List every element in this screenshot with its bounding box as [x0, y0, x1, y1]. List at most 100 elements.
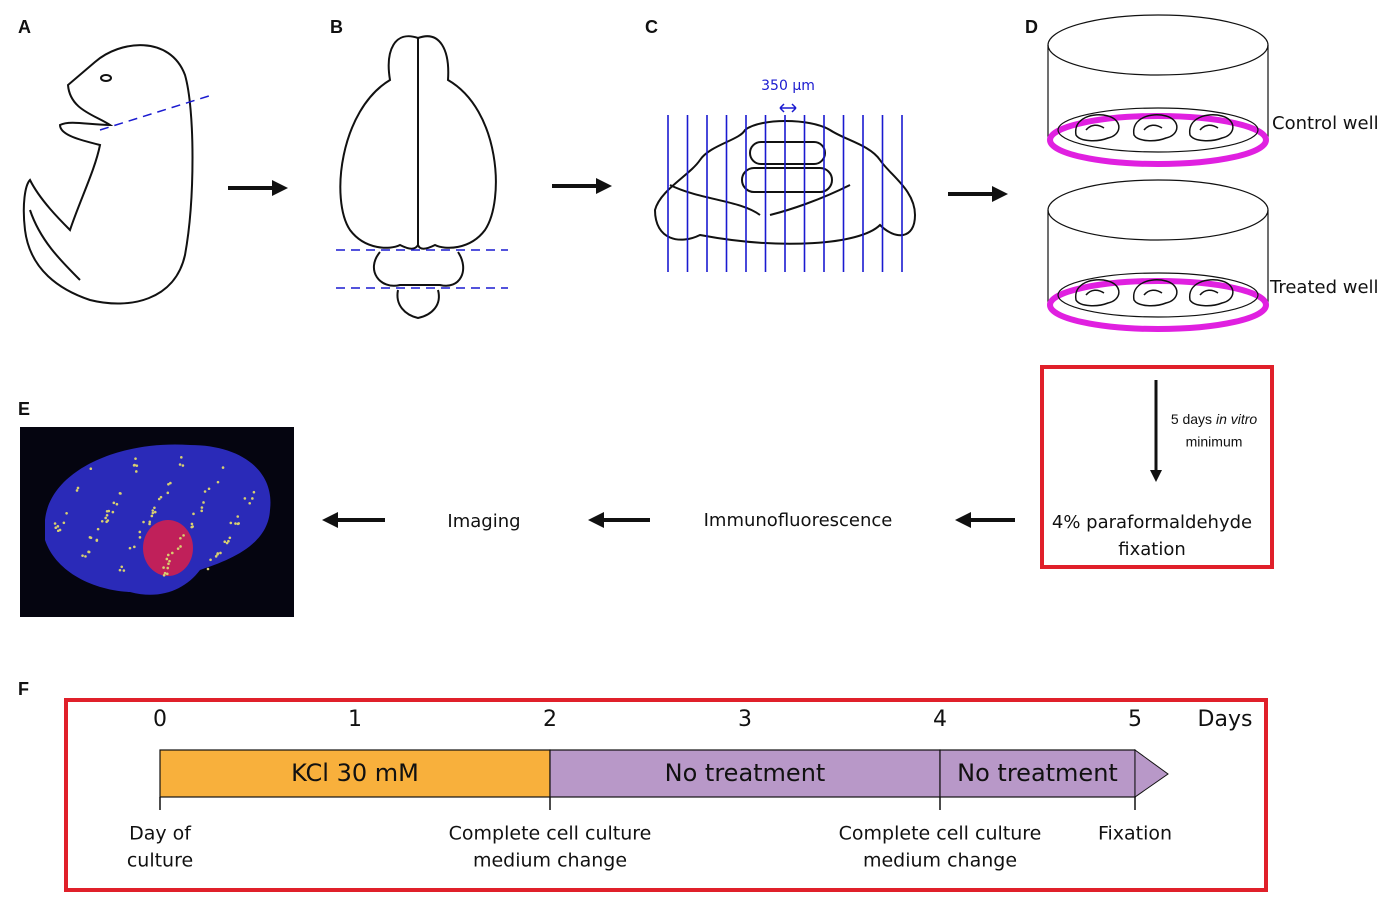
- day-label: 1: [348, 707, 362, 732]
- cell-dot: [138, 530, 142, 534]
- culture-note: minimum: [1186, 434, 1243, 450]
- cell-dot: [171, 551, 174, 555]
- cell-dot: [100, 519, 104, 523]
- cell-dot: [153, 510, 157, 514]
- cell-dot: [62, 521, 66, 525]
- cell-dot: [111, 510, 115, 514]
- cell-dot: [107, 509, 111, 513]
- cell-dot: [159, 495, 163, 499]
- cell-dot: [223, 540, 227, 543]
- slice: [1189, 114, 1234, 142]
- fixation-text: fixation: [1118, 539, 1186, 560]
- cell-dot: [120, 565, 124, 569]
- cell-dot: [96, 527, 100, 531]
- cell-dot: [81, 554, 84, 557]
- cell-dot: [84, 555, 87, 558]
- cell-dot: [118, 491, 122, 495]
- cell-dot: [200, 506, 204, 509]
- cell-dot: [151, 511, 155, 515]
- brain-drawing: [339, 35, 497, 320]
- cell-dot: [58, 528, 62, 532]
- cell-dot: [105, 513, 109, 517]
- cell-dot: [227, 539, 230, 543]
- cell-dot: [192, 512, 195, 516]
- cell-dot: [76, 486, 80, 490]
- cell-dot: [65, 511, 68, 515]
- cell-dot: [191, 525, 194, 528]
- cell-dot: [151, 509, 155, 512]
- cell-dot: [203, 490, 207, 493]
- event-label: medium change: [863, 850, 1017, 872]
- cell-dot: [166, 566, 170, 570]
- cerebellum-drawing: [653, 120, 917, 245]
- cell-dot: [252, 490, 256, 494]
- cell-dot: [135, 470, 138, 473]
- day-label: 3: [738, 707, 752, 732]
- cell-dot: [165, 557, 169, 561]
- cell-dot: [75, 489, 79, 492]
- note-text: 5 days: [1171, 411, 1216, 427]
- cell-dot: [87, 550, 91, 554]
- cell-dot: [180, 456, 183, 459]
- cell-dot: [209, 558, 212, 562]
- cell-dot: [112, 501, 116, 505]
- treatment-segment: [549, 749, 941, 798]
- cell-dot: [115, 502, 119, 506]
- cell-dot: [95, 538, 99, 542]
- cell-dot: [216, 552, 220, 555]
- cell-dot: [153, 506, 156, 510]
- cell-dot: [243, 497, 247, 500]
- day-label: 0: [153, 707, 167, 732]
- cell-dot: [167, 482, 170, 486]
- cell-dot: [105, 520, 108, 524]
- event-label: Fixation: [1098, 823, 1172, 845]
- cell-dot: [132, 464, 136, 467]
- day-label: 4: [933, 707, 947, 732]
- cell-dot: [229, 521, 233, 525]
- slice: [1075, 114, 1120, 142]
- cell-dot: [179, 545, 182, 548]
- segment-label: No treatment: [665, 759, 826, 787]
- culture-note: 5 days in vitro: [1171, 411, 1258, 427]
- event-label: Complete cell culture: [449, 823, 652, 845]
- segment-label: KCl 30 mM: [291, 759, 419, 787]
- cell-dot: [207, 487, 211, 491]
- timeline-arrow: [1134, 749, 1169, 798]
- cell-dot: [134, 457, 137, 460]
- cell-dot: [148, 520, 152, 524]
- cell-dot: [178, 463, 182, 466]
- cell-dot: [166, 491, 170, 495]
- well: [1047, 14, 1269, 167]
- panel-label: A: [18, 17, 31, 37]
- cell-dot: [167, 562, 170, 566]
- cell-dot: [133, 545, 136, 549]
- cell-dot: [56, 525, 60, 528]
- step-text: Imaging: [447, 511, 520, 532]
- cell-dot: [148, 522, 151, 526]
- note-text: in vitro: [1216, 411, 1257, 427]
- segment-label: No treatment: [957, 759, 1118, 787]
- scale-label: 350 µm: [761, 78, 815, 94]
- slice: [1133, 114, 1178, 142]
- cell-dot: [162, 566, 165, 569]
- cell-dot: [128, 546, 132, 550]
- cell-dot: [182, 534, 185, 537]
- cell-dot: [202, 501, 205, 504]
- cell-dot: [150, 514, 154, 518]
- cell-dot: [219, 551, 222, 555]
- well: [1047, 179, 1269, 332]
- cell-dot: [169, 481, 172, 485]
- cell-dot: [165, 572, 169, 576]
- cell-dot: [181, 464, 185, 467]
- cell-dot: [248, 501, 252, 505]
- cell-dot: [53, 522, 57, 525]
- panel-label: E: [18, 399, 30, 419]
- treatment-segment: [159, 749, 551, 798]
- highlight-box: [64, 698, 1268, 892]
- cell-dot: [157, 497, 161, 501]
- cell-dot: [89, 467, 93, 471]
- cell-dot: [221, 466, 225, 469]
- panel-label: D: [1025, 17, 1038, 37]
- pup-drawing: [22, 44, 194, 305]
